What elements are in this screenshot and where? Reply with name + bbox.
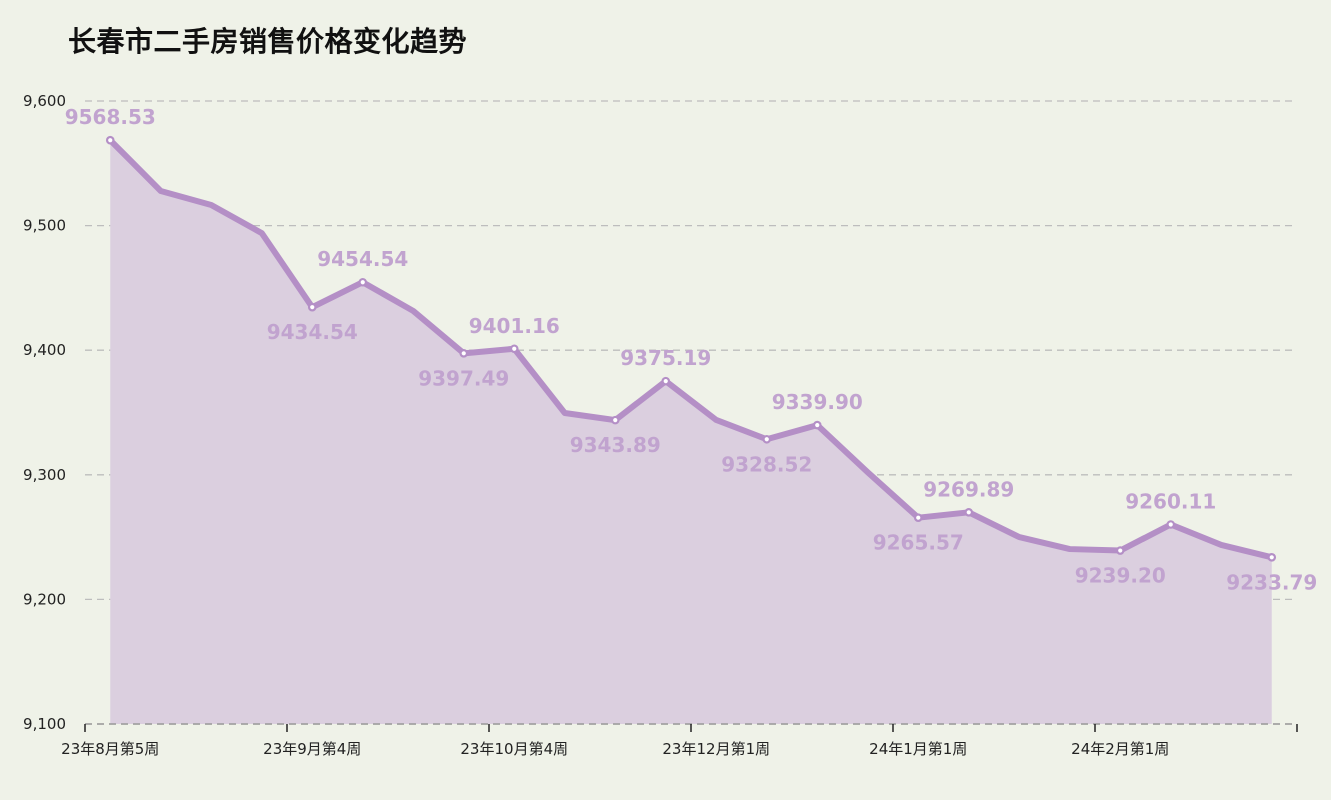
data-point-marker xyxy=(762,434,772,444)
data-label: 9233.79 xyxy=(1226,570,1317,594)
y-tick-label: 9,400 xyxy=(23,341,66,359)
data-label: 9343.89 xyxy=(570,433,661,457)
data-label: 9339.90 xyxy=(772,390,863,414)
data-label: 9454.54 xyxy=(317,247,408,271)
data-label: 9568.53 xyxy=(65,105,156,129)
x-tick-label: 24年2月第1周 xyxy=(1071,740,1169,758)
x-tick-label: 23年9月第4周 xyxy=(263,740,361,758)
data-label: 9239.20 xyxy=(1075,564,1166,588)
y-tick-label: 9,600 xyxy=(23,92,66,110)
area-fill xyxy=(110,140,1272,725)
data-point-marker xyxy=(812,420,822,430)
series-line xyxy=(107,137,1275,561)
y-tick-label: 9,500 xyxy=(23,217,66,235)
data-point-marker xyxy=(964,508,974,517)
x-tick-label: 24年1月第1周 xyxy=(869,740,967,758)
data-point-marker xyxy=(610,415,620,425)
y-axis: 9,100 9,200 9,300 9,400 9,500 9,600 xyxy=(23,92,66,733)
y-tick-label: 9,100 xyxy=(23,715,66,733)
x-tick-label: 23年8月第5周 xyxy=(61,740,159,758)
data-point-marker xyxy=(1115,546,1125,555)
data-label: 9375.19 xyxy=(620,346,711,370)
data-point-marker xyxy=(358,277,368,287)
y-tick-label: 9,200 xyxy=(23,590,66,608)
data-point-marker xyxy=(913,513,923,522)
chart-title: 长春市二手房销售价格变化趋势 xyxy=(68,25,468,58)
data-point-marker xyxy=(307,302,317,312)
data-point-marker xyxy=(1267,552,1277,562)
data-label: 9265.57 xyxy=(873,531,964,555)
data-label: 9434.54 xyxy=(267,320,358,344)
data-point-marker xyxy=(1166,520,1176,529)
data-label: 9328.52 xyxy=(721,452,812,476)
x-tick-label: 23年10月第4周 xyxy=(460,740,568,758)
data-label: 9269.89 xyxy=(923,477,1014,501)
data-point-marker xyxy=(509,344,519,354)
data-label: 9260.11 xyxy=(1125,490,1216,514)
y-tick-label: 9,300 xyxy=(23,466,66,484)
x-axis: 23年8月第5周 23年9月第4周 23年10月第4周 23年12月第1周 24年1月第… xyxy=(61,723,1298,758)
data-markers xyxy=(105,135,1277,562)
data-point-marker xyxy=(661,376,671,386)
x-tick-label: 23年12月第1周 xyxy=(662,740,770,758)
data-point-marker xyxy=(105,135,115,145)
data-point-marker xyxy=(459,349,469,358)
data-label: 9401.16 xyxy=(469,314,560,338)
data-labels: 9568.53 9434.54 9454.54 9397.49 9401.16 9343.… xyxy=(65,105,1318,594)
data-label: 9397.49 xyxy=(418,366,509,390)
